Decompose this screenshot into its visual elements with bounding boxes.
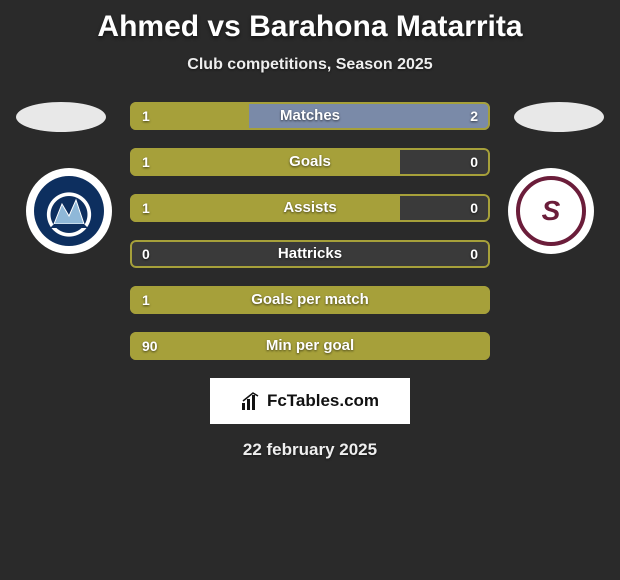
stat-bar-right	[249, 102, 490, 130]
comparison-panel: S Matches12Goals10Assists10Hattricks00Go…	[0, 102, 620, 360]
club-logo-left	[26, 168, 112, 254]
stat-value-right: 0	[470, 240, 478, 268]
stat-value-right: 0	[470, 194, 478, 222]
stat-row: Goals10	[130, 148, 490, 176]
stat-label: Hattricks	[130, 240, 490, 268]
saprissa-logo-icon: S	[516, 176, 586, 246]
stat-bar-border	[130, 240, 490, 268]
stat-bar-left	[130, 194, 400, 222]
saprissa-s-glyph: S	[542, 195, 561, 227]
player-left-photo-placeholder	[16, 102, 106, 132]
brand-text: FcTables.com	[267, 391, 379, 411]
stat-bar-left	[130, 286, 490, 314]
player-right-photo-placeholder	[514, 102, 604, 132]
whitecaps-logo-icon	[34, 176, 104, 246]
date-text: 22 february 2025	[0, 440, 620, 460]
stat-bar-left	[130, 102, 249, 130]
stat-row: Matches12	[130, 102, 490, 130]
stat-row: Min per goal90	[130, 332, 490, 360]
stat-bar-left	[130, 148, 400, 176]
stat-value-left: 0	[142, 240, 150, 268]
subtitle: Club competitions, Season 2025	[0, 56, 620, 74]
page-title: Ahmed vs Barahona Matarrita	[0, 0, 620, 44]
brand-footer: FcTables.com	[210, 378, 410, 424]
stat-value-right: 0	[470, 148, 478, 176]
club-logo-right: S	[508, 168, 594, 254]
stat-row: Assists10	[130, 194, 490, 222]
stat-bar-left	[130, 332, 490, 360]
stat-row: Hattricks0 0	[130, 240, 490, 268]
stat-bars-container: Matches12Goals10Assists10Hattricks00Goal…	[130, 102, 490, 360]
chart-icon	[241, 391, 261, 411]
stat-row: Goals per match1	[130, 286, 490, 314]
